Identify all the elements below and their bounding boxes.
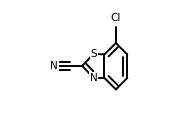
Text: S: S — [90, 49, 97, 59]
Text: N: N — [50, 61, 58, 71]
Text: Cl: Cl — [111, 13, 121, 23]
Text: N: N — [90, 73, 98, 83]
